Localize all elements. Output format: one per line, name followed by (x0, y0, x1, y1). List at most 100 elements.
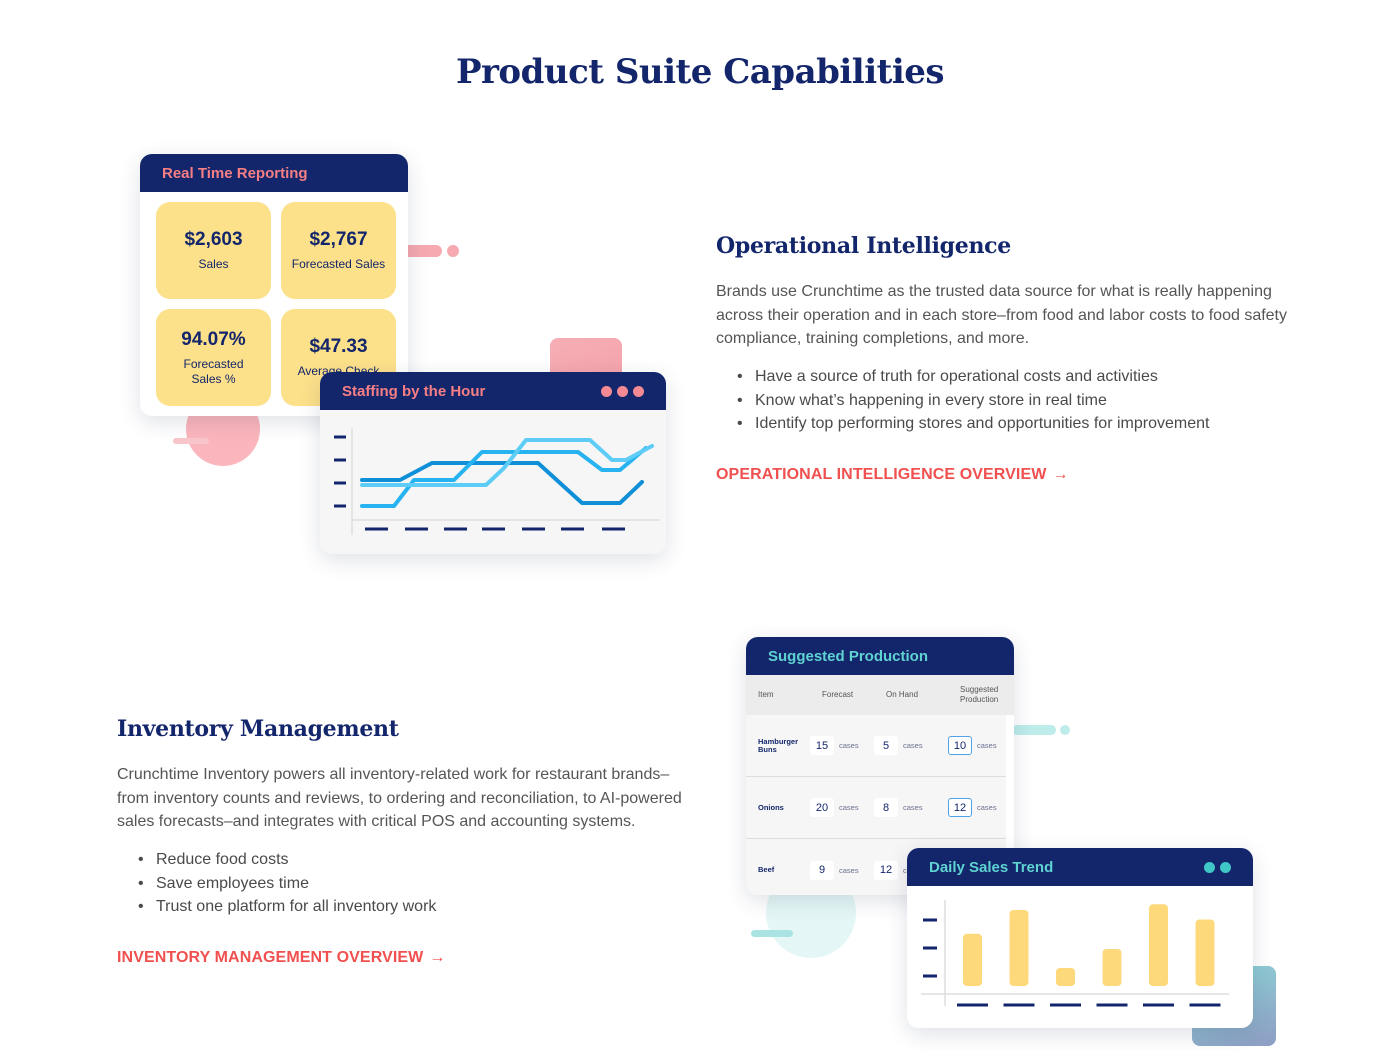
inventory-management-bullets: Reduce food costs Save employees time Tr… (136, 848, 616, 919)
forecast-cell: 15 cases (810, 736, 874, 755)
sales-bar (963, 933, 982, 986)
column-header: Suggested Production (960, 685, 999, 704)
daily-sales-trend-card: Daily Sales Trend (907, 848, 1253, 1028)
operational-intelligence-description: Brands use Crunchtime as the trusted dat… (716, 280, 1306, 351)
arrow-right-icon: → (1052, 466, 1069, 483)
item-name: Beef (758, 865, 775, 874)
column-header: On Hand (886, 690, 919, 699)
metric-value: $47.33 (309, 336, 368, 357)
dot-icon (601, 385, 612, 397)
description-line: sales forecasts–and integrates with crit… (117, 813, 636, 830)
unit-label: cases (839, 865, 859, 875)
y-axis-ticks (923, 918, 937, 978)
sales-bar (1149, 904, 1168, 986)
y-axis-ticks (334, 435, 346, 508)
inventory-management-description: Crunchtime Inventory powers all inventor… (117, 763, 697, 834)
forecast-value: 9 (810, 860, 834, 880)
on-hand-cell: 5 cases (874, 736, 948, 755)
sales-bar-chart (907, 886, 1253, 1028)
description-line: compliance, training completions, and mo… (716, 330, 1030, 347)
staffing-chart-svg (334, 428, 660, 535)
dot-icon (617, 385, 628, 397)
bullet-item: Trust one platform for all inventory wor… (136, 895, 616, 919)
pink-line-decoration (173, 438, 209, 444)
metric-tile-forecasted-sales-percent: 94.07% Forecasted Sales % (156, 309, 271, 406)
staffing-series-3 (360, 438, 654, 487)
bullet-item: Save employees time (136, 872, 616, 896)
suggested-production-card: Suggested Production Item Forecast On Ha… (746, 637, 1014, 895)
bullet-item: Identify top performing stores and oppor… (735, 412, 1295, 436)
metric-tile-forecasted-sales: $2,767 Forecasted Sales (281, 202, 396, 299)
metric-value: $2,603 (184, 229, 243, 250)
operational-intelligence-overview-link[interactable]: OPERATIONAL INTELLIGENCE OVERVIEW → (716, 466, 1069, 484)
teal-line-decoration (751, 930, 793, 937)
description-line: from inventory counts and reviews, to or… (117, 789, 682, 807)
card-header: Suggested Production (746, 637, 1014, 675)
sales-chart-svg (921, 900, 1229, 1007)
metric-value: 94.07% (181, 328, 246, 350)
sales-bar (1195, 919, 1215, 986)
suggested-cell: 12 cases (948, 798, 1014, 817)
forecast-cell: 20 cases (810, 798, 874, 817)
metric-label: Forecasted Sales (291, 257, 386, 271)
suggested-production-input[interactable]: 12 (948, 798, 972, 817)
staffing-series-1 (360, 461, 644, 505)
staffing-by-the-hour-card: Staffing by the Hour (320, 372, 666, 554)
table-row: Onions 20 cases 8 cases 12 cases (746, 777, 1006, 839)
page-title: Product Suite Capabilities (455, 52, 945, 92)
window-dots (1204, 861, 1231, 873)
sales-bar (1102, 948, 1122, 986)
sales-bar (1009, 910, 1029, 986)
unit-label: cases (839, 803, 859, 812)
unit-label: cases (839, 741, 859, 750)
pink-dot-decoration (447, 245, 459, 257)
window-dots (601, 385, 644, 397)
forecast-value: 20 (810, 798, 834, 817)
unit-label: cases (903, 803, 923, 812)
on-hand-value: 12 (874, 860, 898, 880)
forecast-value: 15 (810, 736, 834, 755)
metric-value: $2,767 (309, 229, 368, 250)
column-header: Forecast (822, 690, 854, 699)
table-header-row: Item Forecast On Hand Suggested Producti… (746, 675, 1014, 715)
on-hand-cell: 8 cases (874, 798, 948, 817)
operational-intelligence-heading: Operational Intelligence (716, 233, 1011, 259)
staffing-series-2 (360, 446, 648, 508)
link-label: OPERATIONAL INTELLIGENCE OVERVIEW (716, 466, 1047, 483)
card-title: Suggested Production (768, 647, 929, 665)
sales-bar (1056, 967, 1075, 986)
dot-icon (1220, 861, 1231, 873)
description-line: across their operation and in each store… (716, 306, 1287, 324)
bullet-item: Have a source of truth for operational c… (735, 365, 1295, 389)
arrow-right-icon: → (429, 949, 446, 966)
metric-label: Forecasted Sales % (183, 356, 244, 386)
suggested-production-input[interactable]: 10 (948, 736, 972, 755)
unit-label: cases (977, 741, 997, 750)
suggested-cell: 10 cases (948, 736, 1014, 755)
teal-pill-decoration (1012, 725, 1056, 735)
item-name: Onions (758, 802, 784, 812)
card-title: Staffing by the Hour (342, 382, 486, 400)
metric-label: Sales (198, 257, 229, 271)
pink-pill-decoration (398, 245, 442, 257)
card-title: Daily Sales Trend (929, 858, 1054, 876)
inventory-management-heading: Inventory Management (117, 716, 399, 742)
on-hand-value: 8 (874, 798, 898, 817)
staffing-line-chart (320, 410, 666, 554)
card-header: Daily Sales Trend (907, 848, 1253, 886)
description-line: Brands use Crunchtime as the trusted dat… (716, 283, 1272, 300)
inventory-management-overview-link[interactable]: INVENTORY MANAGEMENT OVERVIEW → (117, 949, 445, 967)
link-label: INVENTORY MANAGEMENT OVERVIEW (117, 949, 424, 966)
dot-icon (1204, 861, 1215, 873)
description-line: Crunchtime Inventory powers all inventor… (117, 766, 670, 783)
unit-label: cases (903, 741, 923, 750)
column-header: Item (758, 690, 774, 699)
teal-dot-decoration (1060, 725, 1070, 735)
table-row: Hamburger Buns 15 cases 5 cases 10 cases (746, 715, 1006, 777)
operational-intelligence-bullets: Have a source of truth for operational c… (735, 365, 1295, 436)
unit-label: cases (977, 803, 997, 812)
card-title: Real Time Reporting (162, 164, 308, 182)
bullet-item: Reduce food costs (136, 848, 616, 872)
forecast-cell: 9 cases (810, 860, 874, 880)
dot-icon (633, 385, 644, 397)
